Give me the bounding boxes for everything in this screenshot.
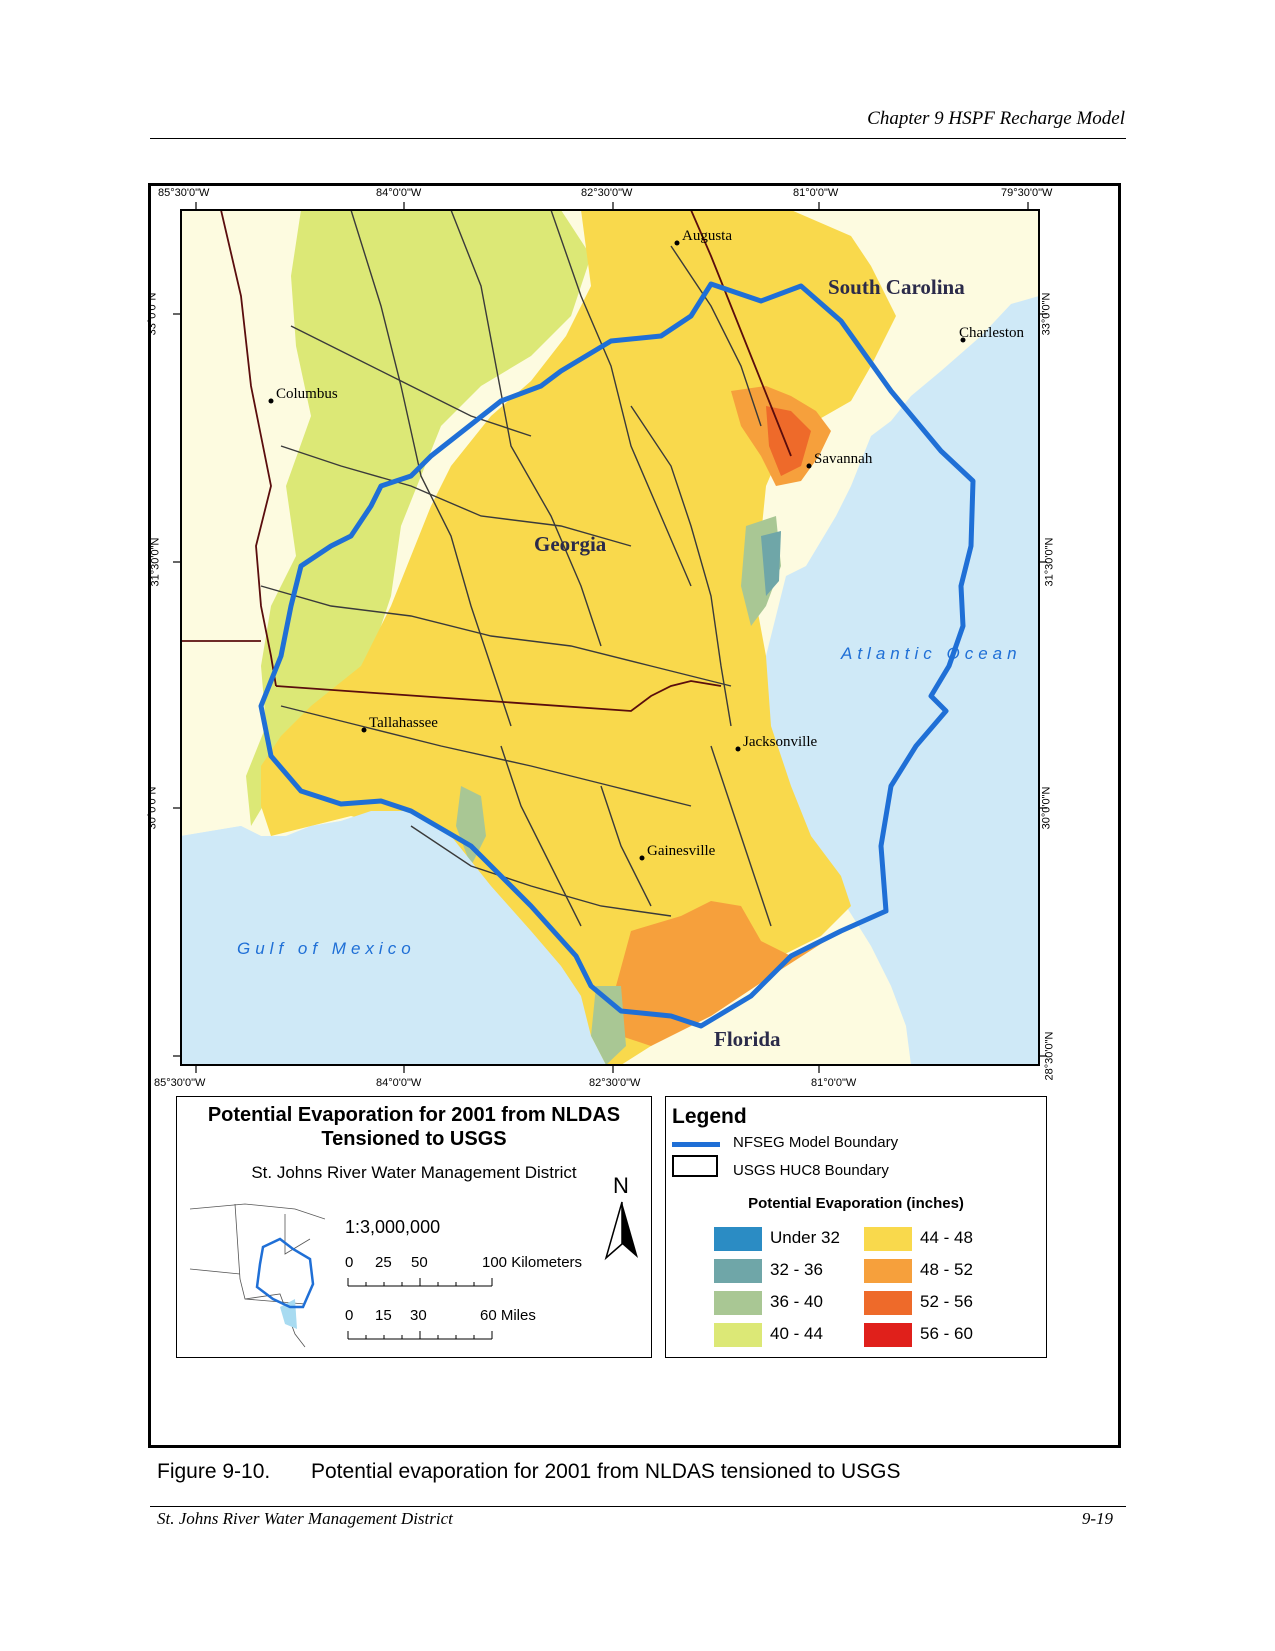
agency-name: St. Johns River Water Management Distric… (251, 1163, 577, 1182)
lat-label-right-4: 28°30'0"N (1043, 1031, 1056, 1081)
gulf-water (181, 811, 606, 1065)
swatch-44-48 (864, 1227, 912, 1251)
map (173, 202, 1047, 1073)
mi-tick-0: 0 (345, 1307, 354, 1324)
legend-box: Legend NFSEG Model Boundary USGS HUC8 Bo… (665, 1096, 1047, 1358)
lon-label-top-5: 79°30'0"W (1001, 187, 1053, 199)
lat-label-left-2: 31°30'0"N (149, 537, 162, 587)
lon-label-bottom-1: 85°30'0"W (154, 1077, 206, 1089)
figure-caption-text: Potential evaporation for 2001 from NLDA… (311, 1460, 901, 1483)
label-40-44: 40 - 44 (770, 1324, 823, 1343)
label-georgia: Georgia (534, 532, 607, 556)
label-32-36: 32 - 36 (770, 1260, 823, 1279)
legend-title: Legend (672, 1105, 747, 1128)
graticule-ticks (173, 202, 1047, 1073)
inset-locator-map (185, 1199, 325, 1349)
huc8-boundaries (260, 210, 772, 927)
nfseg-legend-swatch (672, 1142, 720, 1147)
lon-label-bottom-4: 81°0'0"W (811, 1077, 857, 1089)
figure-number: Figure 9-10. (157, 1460, 271, 1483)
mi-scale-bar (347, 1331, 493, 1340)
zone-44-48 (261, 210, 896, 1065)
label-36-40: 36 - 40 (770, 1292, 823, 1311)
huc8-legend-label: USGS HUC8 Boundary (733, 1162, 889, 1179)
chapter-header: Chapter 9 HSPF Recharge Model (867, 108, 1125, 129)
lon-label-top-4: 81°0'0"W (793, 187, 839, 199)
lon-label-top-2: 84°0'0"W (376, 187, 422, 199)
km-scale-bar (347, 1278, 493, 1287)
figure-caption: Figure 9-10. Potential evaporation for 20… (157, 1460, 901, 1484)
zone-48-52-florida (616, 901, 841, 1046)
label-columbus: Columbus (276, 386, 338, 402)
lat-label-left-1: 33°0'0"N (146, 292, 159, 336)
lon-label-top-1: 85°30'0"W (158, 187, 210, 199)
label-jacksonville: Jacksonville (743, 734, 818, 750)
pe-class-title: Potential Evaporation (inches) (748, 1195, 964, 1212)
north-arrow-icon (604, 1201, 638, 1261)
zone-40-44 (246, 210, 591, 826)
lon-label-bottom-3: 82°30'0"W (589, 1077, 641, 1089)
footer-page-number: 9-19 (1081, 1509, 1113, 1528)
label-gulf-of-mexico: Gulf of Mexico (237, 939, 416, 958)
km-tick-0: 0 (345, 1254, 354, 1271)
footer-rule (150, 1506, 1126, 1507)
swatch-under-32 (714, 1227, 762, 1251)
km-tick-100: 100 Kilometers (482, 1254, 583, 1271)
header-rule (150, 138, 1126, 139)
map-scale-ratio: 1:3,000,000 (345, 1217, 441, 1237)
zone-36-40-gulf (456, 786, 486, 866)
map-title-line1: Potential Evaporation for 2001 from NLDA… (207, 1104, 621, 1126)
label-under-32: Under 32 (770, 1228, 840, 1247)
lat-label-right-1: 33°0'0"N (1040, 292, 1053, 336)
km-tick-50: 50 (411, 1254, 428, 1271)
lat-label-left-3: 30°0'0"N (146, 786, 159, 830)
km-tick-25: 25 (375, 1254, 392, 1271)
figure-frame: 85°30'0"W 84°0'0"W 82°30'0"W 81°0'0"W 79… (146, 183, 1121, 1448)
label-56-60: 56 - 60 (920, 1324, 973, 1343)
swatch-48-52 (864, 1259, 912, 1283)
label-52-56: 52 - 56 (920, 1292, 973, 1311)
label-44-48: 44 - 48 (920, 1228, 973, 1247)
label-savannah: Savannah (814, 451, 873, 467)
footer-organization: St. Johns River Water Management Distric… (157, 1509, 453, 1528)
swatch-52-56 (864, 1291, 912, 1315)
zone-32-36-coast (761, 531, 781, 596)
mi-tick-15: 15 (375, 1307, 392, 1324)
label-south-carolina: South Carolina (828, 275, 965, 299)
map-title-line2: Tensioned to USGS (321, 1128, 507, 1150)
label-charleston: Charleston (959, 325, 1024, 341)
swatch-32-36 (714, 1259, 762, 1283)
title-box: Potential Evaporation for 2001 from NLDA… (176, 1096, 652, 1358)
state-lines (181, 210, 792, 712)
lat-label-right-3: 30°0'0"N (1040, 786, 1053, 830)
nfseg-boundary (258, 281, 976, 1029)
label-48-52: 48 - 52 (920, 1260, 973, 1279)
city-dots (268, 240, 966, 861)
label-tallahassee: Tallahassee (369, 715, 438, 731)
lat-label-right-2: 31°30'0"N (1043, 537, 1056, 587)
label-augusta: Augusta (682, 228, 732, 244)
mi-tick-60: 60 Miles (480, 1307, 536, 1324)
swatch-36-40 (714, 1291, 762, 1315)
lon-label-top-3: 82°30'0"W (581, 187, 633, 199)
north-arrow-label: N (613, 1173, 629, 1198)
label-florida: Florida (714, 1027, 781, 1051)
mi-tick-30: 30 (410, 1307, 427, 1324)
swatch-56-60 (864, 1323, 912, 1347)
nfseg-legend-label: NFSEG Model Boundary (733, 1134, 899, 1151)
label-gainesville: Gainesville (647, 843, 716, 859)
map-neatline (180, 209, 1040, 1066)
label-atlantic-ocean: Atlantic Ocean (841, 644, 1022, 663)
lon-label-bottom-2: 84°0'0"W (376, 1077, 422, 1089)
swatch-40-44 (714, 1323, 762, 1347)
huc8-legend-swatch (672, 1155, 718, 1177)
